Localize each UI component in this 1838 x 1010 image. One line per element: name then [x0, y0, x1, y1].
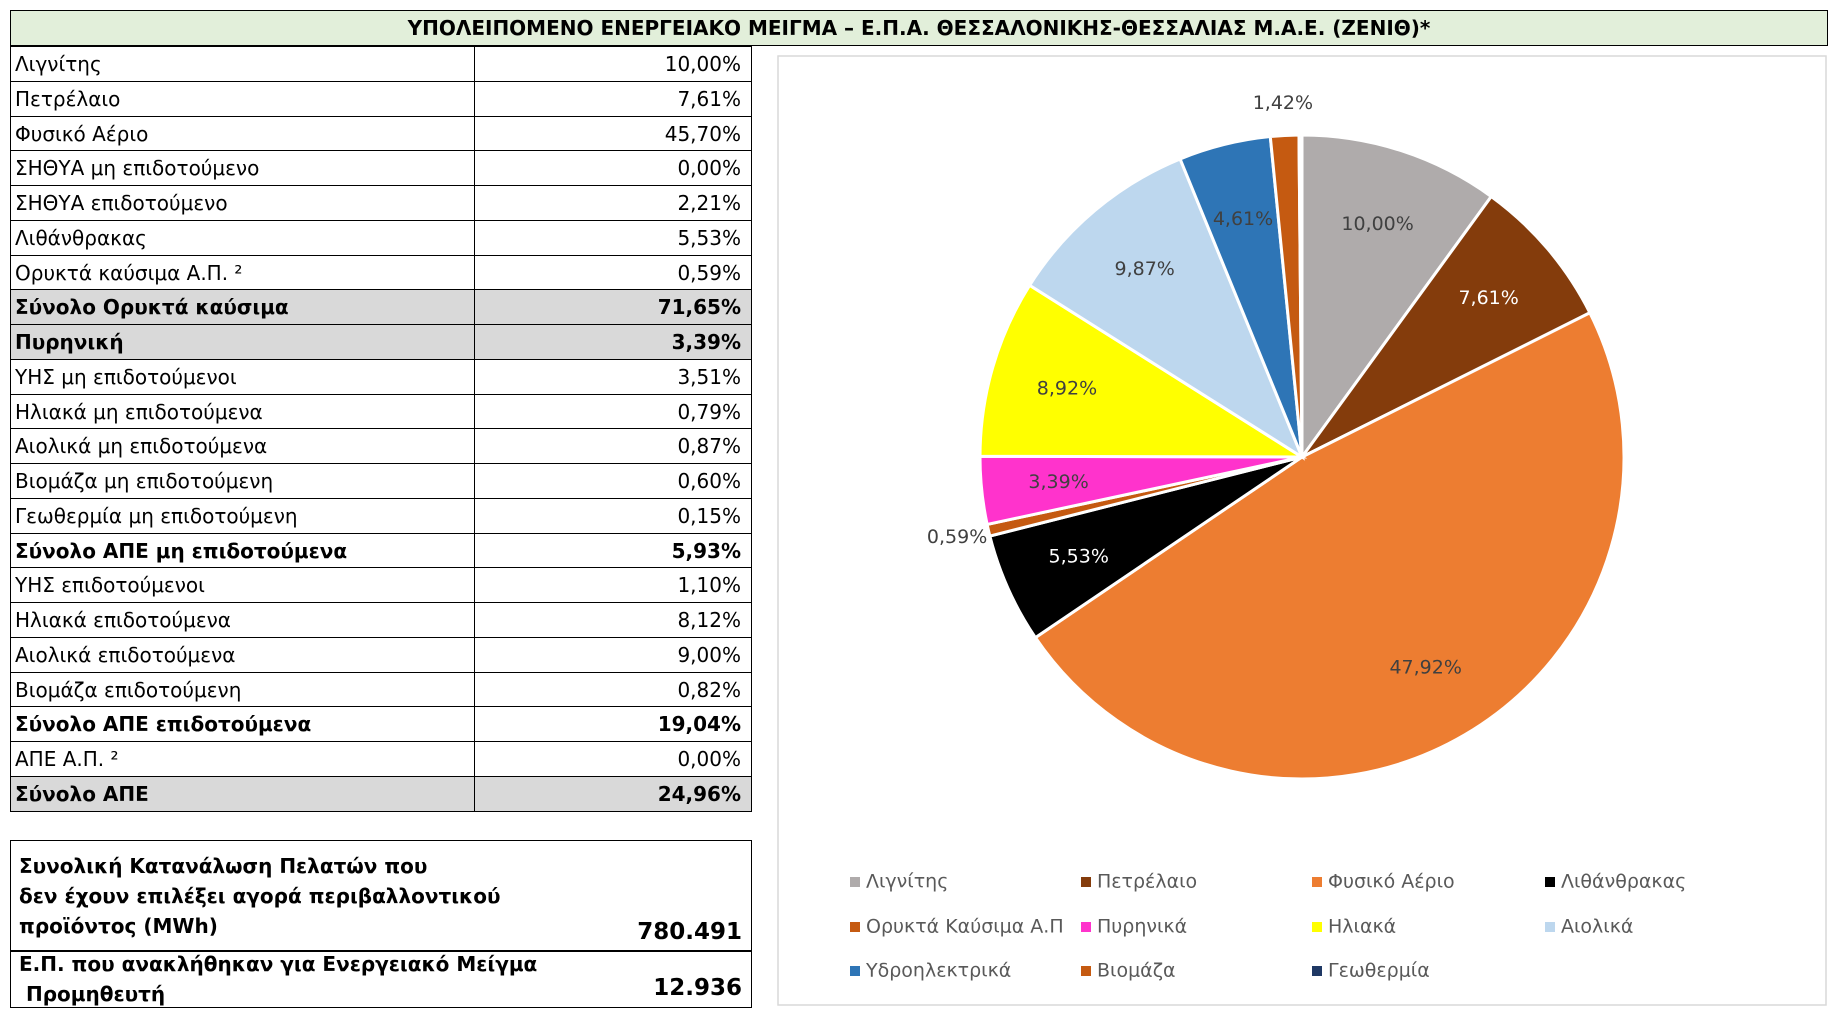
- legend-label: Φυσικό Αέριο: [1328, 871, 1455, 893]
- legend-label: Ορυκτά Καύσιμα Α.Π: [866, 916, 1064, 938]
- row-label: Ηλιακά μη επιδοτούμενα: [10, 393, 476, 430]
- total-label: Συνολική Κατανάλωση Πελατών που: [19, 853, 428, 878]
- row-value: 0,59%: [474, 254, 752, 291]
- legend-swatch: [1312, 877, 1322, 887]
- row-label: Σύνολο ΑΠΕ: [10, 775, 476, 812]
- row-value: 9,00%: [474, 636, 752, 673]
- legend-label: Βιομάζα: [1097, 960, 1176, 982]
- legend-swatch: [1312, 922, 1322, 932]
- pie-slice: [1297, 133, 1304, 458]
- row-value: 0,15%: [474, 497, 752, 534]
- data-label: 5,53%: [1049, 546, 1109, 568]
- row-label: ΥΗΣ μη επιδοτούμενοι: [10, 358, 476, 395]
- row-label: Πετρέλαιο: [10, 80, 476, 117]
- legend-label: Γεωθερμία: [1328, 960, 1430, 982]
- row-value: 3,39%: [474, 324, 752, 361]
- row-label: Ηλιακά επιδοτούμενα: [10, 602, 476, 639]
- row-label: Σύνολο ΑΠΕ μη επιδοτούμενα: [10, 532, 476, 569]
- row-label: Αιολικά μη επιδοτούμενα: [10, 428, 476, 465]
- legend-swatch: [850, 922, 860, 932]
- legend-label: Λιθάνθρακας: [1561, 871, 1686, 893]
- total-label: Προμηθευτή: [19, 981, 166, 1006]
- row-value: 5,53%: [474, 219, 752, 256]
- total-label: Ε.Π. που ανακλήθηκαν για Ενεργειακό Μείγ…: [19, 951, 538, 976]
- row-label: Πυρηνική: [10, 324, 476, 361]
- pie-slice: [1300, 133, 1494, 462]
- row-value: 19,04%: [474, 706, 752, 743]
- pie-slice: [1178, 134, 1304, 458]
- row-label: ΑΠΕ Α.Π. ²: [10, 741, 476, 778]
- legend-label: Αιολικά: [1561, 916, 1633, 938]
- data-label: 0,59%: [927, 526, 987, 548]
- row-value: 2,21%: [474, 185, 752, 222]
- row-value: 24,96%: [474, 775, 752, 812]
- row-value: 7,61%: [474, 80, 752, 117]
- pie-slice: [1268, 133, 1304, 458]
- data-label: 4,61%: [1213, 208, 1273, 230]
- row-value: 8,12%: [474, 602, 752, 639]
- legend-label: Υδροηλεκτρικά: [865, 960, 1011, 982]
- row-value: 0,00%: [474, 741, 752, 778]
- row-value: 3,51%: [474, 358, 752, 395]
- row-value: 0,60%: [474, 463, 752, 500]
- row-label: Σύνολο ΑΠΕ επιδοτούμενα: [10, 706, 476, 743]
- row-value: 5,93%: [474, 532, 752, 569]
- pie-slice: [978, 454, 1303, 527]
- data-label: 3,39%: [1028, 471, 1088, 493]
- legend-swatch: [1312, 966, 1322, 976]
- data-label: 8,92%: [1037, 377, 1097, 399]
- legend-label: Ηλιακά: [1328, 916, 1396, 938]
- legend-swatch: [1081, 966, 1091, 976]
- pie-slice: [1300, 194, 1592, 459]
- legend-swatch: [850, 877, 860, 887]
- total-label: προϊόντος (MWh): [19, 913, 218, 938]
- row-label: Γεωθερμία μη επιδοτούμενη: [10, 497, 476, 534]
- pie-slice: [1027, 157, 1306, 461]
- data-label: 7,61%: [1458, 287, 1518, 309]
- row-label: ΥΗΣ επιδοτούμενοι: [10, 567, 476, 604]
- row-label: Βιομάζα μη επιδοτούμενη: [10, 463, 476, 500]
- legend-swatch: [1081, 922, 1091, 932]
- total-box: Συνολική Κατανάλωση Πελατών που δεν έχουν…: [10, 840, 752, 952]
- row-value: 0,00%: [474, 150, 752, 187]
- row-value: 0,82%: [474, 671, 752, 708]
- legend-swatch: [1545, 877, 1555, 887]
- total-label: δεν έχουν επιλέξει αγορά περιβαλλοντικού: [19, 883, 501, 908]
- data-label: 47,92%: [1389, 657, 1461, 679]
- data-label: 10,00%: [1341, 213, 1413, 235]
- row-label: Φυσικό Αέριο: [10, 115, 476, 152]
- pie-slice: [978, 283, 1308, 459]
- legend-swatch: [1081, 877, 1091, 887]
- pie-slice: [988, 455, 1303, 640]
- title: ΥΠΟΛΕΙΠΟΜΕΝΟ ΕΝΕΡΓΕΙΑΚΟ ΜΕΙΓΜΑ – Ε.Π.Α. …: [10, 10, 1828, 46]
- row-label: Αιολικά επιδοτούμενα: [10, 636, 476, 673]
- row-label: Λιγνίτης: [10, 46, 476, 83]
- row-value: 0,87%: [474, 428, 752, 465]
- legend-label: Λιγνίτης: [866, 871, 948, 893]
- data-label: 1,42%: [1253, 92, 1313, 114]
- total-value: 780.491: [637, 918, 742, 945]
- row-label: Ορυκτά καύσιμα Α.Π. ²: [10, 254, 476, 291]
- data-label: 9,87%: [1114, 258, 1174, 280]
- row-value: 0,79%: [474, 393, 752, 430]
- chart-frame: [777, 55, 1827, 1006]
- row-value: 71,65%: [474, 289, 752, 326]
- pie-slice: [985, 455, 1303, 538]
- pie-slice: [1033, 310, 1626, 781]
- row-value: 10,00%: [474, 46, 752, 83]
- row-label: ΣΗΘΥΑ επιδοτούμενο: [10, 185, 476, 222]
- row-label: Λιθάνθρακας: [10, 219, 476, 256]
- legend-swatch: [1545, 922, 1555, 932]
- row-label: ΣΗΘΥΑ μη επιδοτούμενο: [10, 150, 476, 187]
- total-box: Ε.Π. που ανακλήθηκαν για Ενεργειακό Μείγ…: [10, 950, 752, 1008]
- total-value: 12.936: [653, 974, 742, 1001]
- row-label: Σύνολο Ορυκτά καύσιμα: [10, 289, 476, 326]
- legend-swatch: [850, 966, 860, 976]
- row-label: Βιομάζα επιδοτούμενη: [10, 671, 476, 708]
- row-value: 45,70%: [474, 115, 752, 152]
- legend-label: Πετρέλαιο: [1097, 871, 1197, 893]
- legend-label: Πυρηνικά: [1097, 916, 1187, 938]
- row-value: 1,10%: [474, 567, 752, 604]
